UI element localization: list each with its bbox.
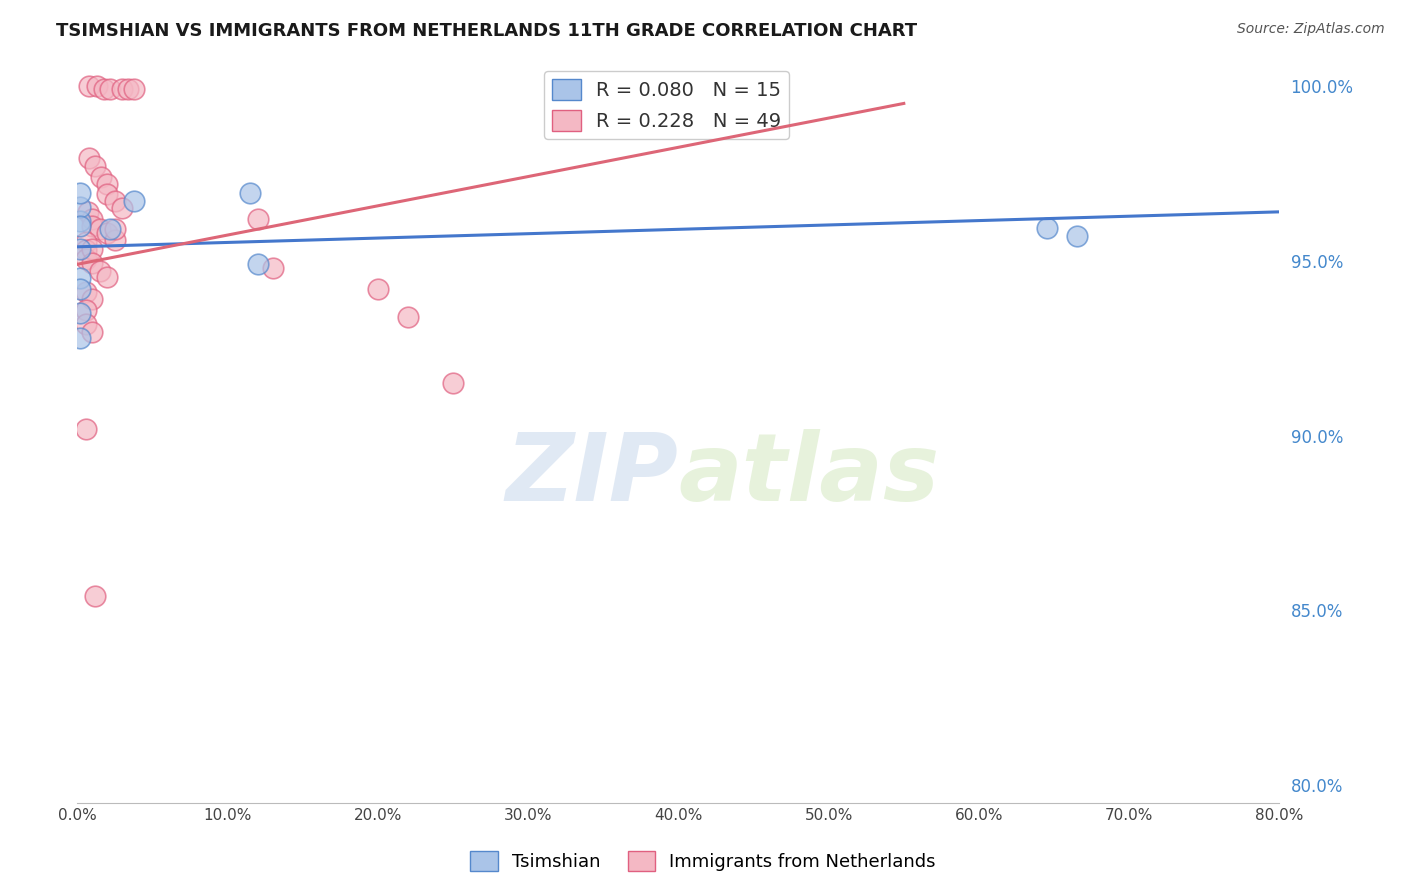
Text: TSIMSHIAN VS IMMIGRANTS FROM NETHERLANDS 11TH GRADE CORRELATION CHART: TSIMSHIAN VS IMMIGRANTS FROM NETHERLANDS…	[56, 22, 917, 40]
Point	[75, 252, 97, 266]
Point	[82, 292, 104, 306]
Point	[75, 244, 97, 258]
Point	[89, 222, 111, 236]
Point	[441, 376, 464, 391]
Point	[76, 204, 98, 219]
Point	[79, 151, 101, 165]
Point	[246, 211, 269, 226]
Point	[82, 219, 104, 233]
Point	[104, 233, 127, 247]
Legend: R = 0.080   N = 15, R = 0.228   N = 49: R = 0.080 N = 15, R = 0.228 N = 49	[544, 71, 789, 139]
Point	[69, 271, 91, 285]
Point	[75, 317, 97, 331]
Point	[82, 211, 104, 226]
Point	[84, 160, 107, 174]
Point	[1035, 220, 1057, 235]
Point	[1066, 229, 1088, 244]
Point	[100, 222, 122, 236]
Point	[82, 242, 104, 256]
Point	[111, 82, 134, 96]
Point	[89, 264, 111, 278]
Point	[90, 169, 112, 184]
Point	[69, 213, 91, 227]
Point	[124, 82, 146, 96]
Point	[93, 82, 115, 96]
Point	[104, 194, 127, 209]
Point	[79, 78, 101, 93]
Point	[124, 194, 146, 209]
Point	[75, 302, 97, 317]
Point	[117, 82, 139, 96]
Point	[239, 186, 262, 200]
Point	[75, 235, 97, 249]
Point	[82, 255, 104, 269]
Point	[246, 257, 269, 271]
Point	[96, 177, 118, 191]
Point	[69, 200, 91, 214]
Point	[367, 282, 389, 296]
Text: ZIP: ZIP	[506, 429, 679, 521]
Legend: Tsimshian, Immigrants from Netherlands: Tsimshian, Immigrants from Netherlands	[463, 844, 943, 879]
Point	[104, 222, 127, 236]
Point	[69, 282, 91, 296]
Point	[262, 260, 284, 275]
Point	[69, 306, 91, 320]
Point	[396, 310, 419, 324]
Text: Source: ZipAtlas.com: Source: ZipAtlas.com	[1237, 22, 1385, 37]
Point	[69, 186, 91, 200]
Point	[82, 326, 104, 340]
Point	[84, 590, 107, 604]
Point	[96, 269, 118, 284]
Point	[96, 226, 118, 240]
Point	[96, 187, 118, 202]
Point	[100, 82, 122, 96]
Point	[75, 285, 97, 300]
Point	[69, 219, 91, 233]
Point	[75, 422, 97, 436]
Point	[69, 242, 91, 256]
Text: atlas: atlas	[679, 429, 939, 521]
Point	[86, 78, 108, 93]
Point	[69, 331, 91, 345]
Point	[111, 202, 134, 216]
